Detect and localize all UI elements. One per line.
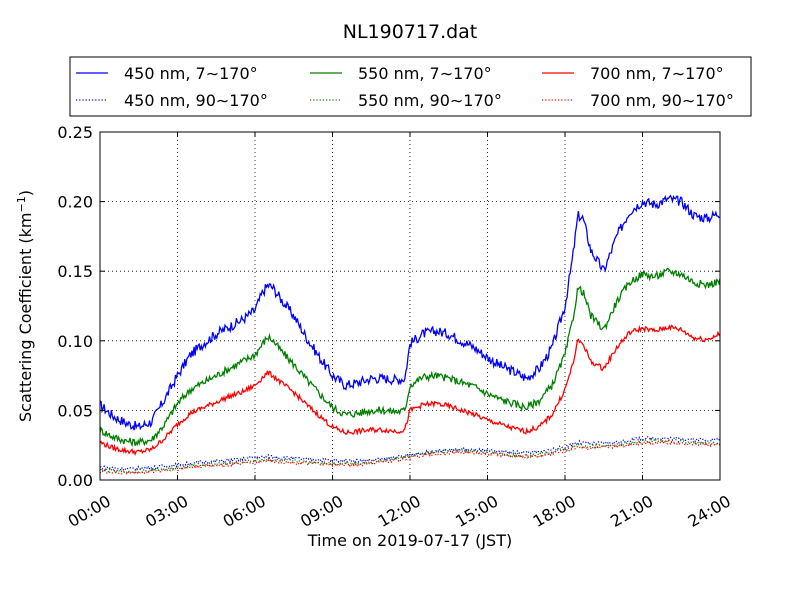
series-line-3 (100, 324, 720, 457)
plot-area: 00:00 03:00 06:00 09:00 12:00 15:00 18:00 21:00… (57, 123, 734, 531)
plot-frame-background (100, 132, 720, 480)
y-tick-label: 0.05 (57, 401, 93, 420)
y-axis-label-main: Scattering Coefficient (km (16, 212, 35, 422)
x-axis-label: Time on 2019-07-17 (JST) (307, 531, 512, 550)
chart-title: NL190717.dat (343, 21, 478, 43)
legend-label-4: 450 nm, 90∼170° (124, 91, 268, 110)
series-line-1 (100, 194, 720, 431)
y-axis-label-close: ) (16, 190, 35, 196)
legend-label-3: 700 nm, 7∼170° (590, 64, 724, 83)
legend-frame (69, 56, 752, 117)
series-layer (100, 194, 720, 476)
y-axis-label: Scattering Coefficient (km−1) (15, 190, 35, 422)
y-tick-label: 0.25 (57, 123, 93, 142)
series-line-5 (100, 437, 720, 474)
y-tick-label: 0.20 (57, 193, 93, 212)
grid-lines (100, 132, 720, 480)
series-line-4 (100, 435, 720, 472)
series-line-6 (100, 439, 720, 476)
legend-label-5: 550 nm, 90∼170° (358, 91, 502, 110)
y-tick-label: 0.00 (57, 471, 93, 490)
legend-label-1: 450 nm, 7∼170° (124, 64, 258, 83)
y-tick-label: 0.10 (57, 332, 93, 351)
series-line-2 (100, 267, 720, 448)
y-axis-label-sup: −1 (15, 196, 28, 212)
legend-label-6: 700 nm, 90∼170° (590, 91, 734, 110)
y-tick-label: 0.15 (57, 262, 93, 281)
legend-label-2: 550 nm, 7∼170° (358, 64, 492, 83)
legend: 450 nm, 7∼170° 550 nm, 7∼170° 700 nm, 7∼17… (69, 56, 752, 117)
